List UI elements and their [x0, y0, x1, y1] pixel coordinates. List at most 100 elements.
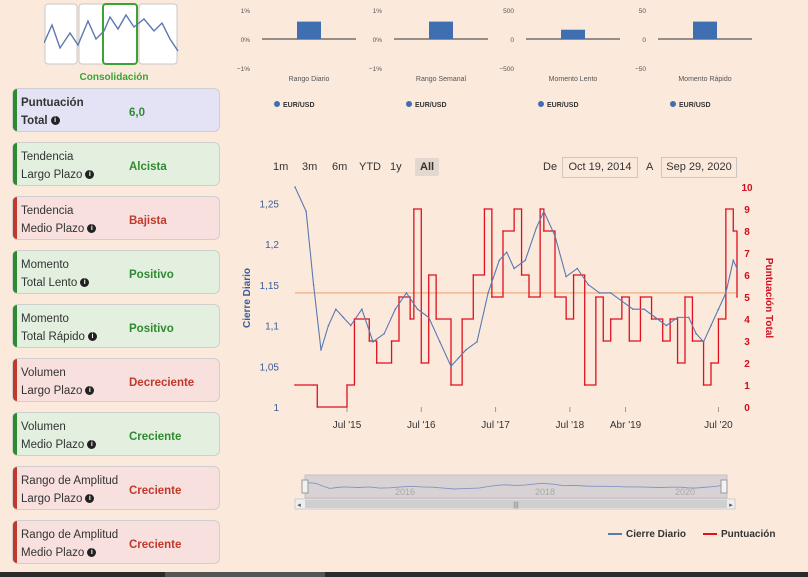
score-point [602, 340, 605, 342]
price-point [676, 316, 679, 319]
mini-chart-title: Rango Diario [289, 76, 330, 83]
status-bar [13, 521, 17, 563]
mini-legend-label[interactable]: EUR/USD [283, 102, 315, 109]
price-point [327, 324, 330, 327]
score-point [565, 318, 567, 320]
score-point [390, 340, 393, 342]
legend-dot-icon [274, 101, 280, 107]
navigator-series [304, 481, 728, 490]
y-tick-label: 1 [273, 403, 279, 414]
pattern-thumbnail[interactable] [44, 3, 180, 65]
navigator-scrollbar-thumb[interactable] [305, 500, 727, 508]
price-point [565, 275, 567, 278]
mini-tick-label: −500 [499, 66, 514, 73]
range-button[interactable]: 6m [332, 161, 348, 173]
card-label-line2: Medio Plazo i [21, 223, 97, 235]
mini-tick-label: 50 [639, 8, 647, 15]
card-value: Alcista [129, 161, 167, 173]
score-series-line[interactable] [295, 208, 738, 408]
score-point [483, 208, 486, 210]
status-bar [13, 305, 17, 347]
mini-bar-chart: 1% 0% −1% Rango Semanal EUR/USD [369, 8, 488, 109]
y2-tick-label: 9 [744, 205, 750, 216]
card-label-line2-text: Total Rápido [21, 331, 85, 343]
price-point [450, 365, 452, 368]
y2-tick-label: 4 [744, 315, 750, 326]
info-icon[interactable]: i [87, 440, 97, 450]
card-label-line2: Total Rápido i [21, 331, 97, 343]
scroll-left-icon[interactable]: ◂ [297, 502, 301, 509]
to-date-input[interactable]: Sep 29, 2020 [661, 157, 737, 178]
score-point [639, 296, 642, 298]
price-point [710, 324, 712, 327]
price-point [621, 300, 623, 302]
indicator-card: Rango de Amplitud Largo Plazo i Creciente [12, 466, 220, 510]
range-button[interactable]: All [415, 158, 440, 176]
score-point [554, 296, 556, 298]
mini-tick-label: 0 [510, 37, 514, 44]
card-value: Positivo [129, 323, 174, 335]
info-icon[interactable]: i [80, 278, 90, 288]
horizontal-scrollbar[interactable] [0, 572, 808, 577]
score-point [732, 230, 735, 232]
card-label-line1: Rango de Amplitud [21, 529, 119, 541]
info-icon[interactable]: i [85, 170, 95, 180]
score-point [543, 230, 545, 232]
mini-legend-label[interactable]: EUR/USD [415, 102, 447, 109]
mini-legend-label[interactable]: EUR/USD [547, 102, 579, 109]
info-icon[interactable]: i [87, 332, 97, 342]
price-point [725, 292, 727, 294]
y2-tick-label: 7 [744, 249, 750, 260]
mini-tick-label: −1% [369, 66, 382, 73]
mini-legend-label[interactable]: EUR/USD [679, 102, 711, 109]
score-point [621, 296, 623, 298]
info-icon[interactable]: i [87, 548, 97, 558]
mini-bar[interactable] [429, 21, 453, 39]
price-point [349, 324, 352, 327]
navigator-handle-right[interactable] [720, 479, 728, 494]
mini-bar[interactable] [561, 29, 585, 39]
score-point [595, 296, 597, 298]
price-point [312, 283, 315, 286]
card-label-line1: Momento [21, 313, 69, 325]
info-icon[interactable]: i [85, 386, 95, 396]
mini-bar[interactable] [693, 21, 717, 39]
price-point [535, 226, 538, 229]
range-button[interactable]: 1m [273, 161, 289, 173]
score-point [702, 384, 705, 386]
scroll-right-icon[interactable]: ▸ [729, 502, 733, 509]
navigator-handle-left[interactable] [301, 479, 309, 494]
price-point [320, 349, 322, 351]
price-point [487, 292, 489, 294]
scrollbar-grip-icon: ||| [513, 502, 519, 509]
range-button[interactable]: YTD [359, 161, 381, 173]
card-label-line2: Total i [21, 115, 60, 127]
score-point [472, 274, 475, 276]
card-label-line2-text: Medio Plazo [21, 439, 85, 451]
info-icon[interactable]: i [85, 494, 95, 504]
mini-tick-label: −50 [635, 66, 646, 73]
price-point [587, 283, 590, 286]
card-label-line1: Puntuación [21, 97, 84, 109]
score-point [520, 274, 523, 276]
range-button[interactable]: 3m [302, 161, 318, 173]
legend-item-price[interactable]: Cierre Diario [608, 529, 686, 540]
mini-bar[interactable] [297, 21, 321, 39]
card-label-line2: Largo Plazo i [21, 385, 95, 397]
card-value: Creciente [129, 431, 182, 443]
range-button[interactable]: 1y [390, 161, 402, 173]
scrollbar-thumb[interactable] [165, 572, 325, 577]
legend-item-score[interactable]: Puntuación [703, 529, 775, 540]
status-bar [13, 197, 17, 239]
score-point [346, 384, 348, 386]
x-tick-label: Jul '15 [333, 420, 362, 431]
mini-tick-label: −1% [237, 66, 250, 73]
from-date-input[interactable]: Oct 19, 2014 [562, 157, 638, 178]
y2-tick-label: 0 [744, 403, 750, 414]
y-tick-label: 1,05 [260, 362, 280, 373]
info-icon[interactable]: i [50, 116, 60, 126]
price-point [702, 341, 705, 343]
status-bar [13, 143, 17, 185]
score-point [513, 208, 515, 210]
info-icon[interactable]: i [87, 224, 97, 234]
